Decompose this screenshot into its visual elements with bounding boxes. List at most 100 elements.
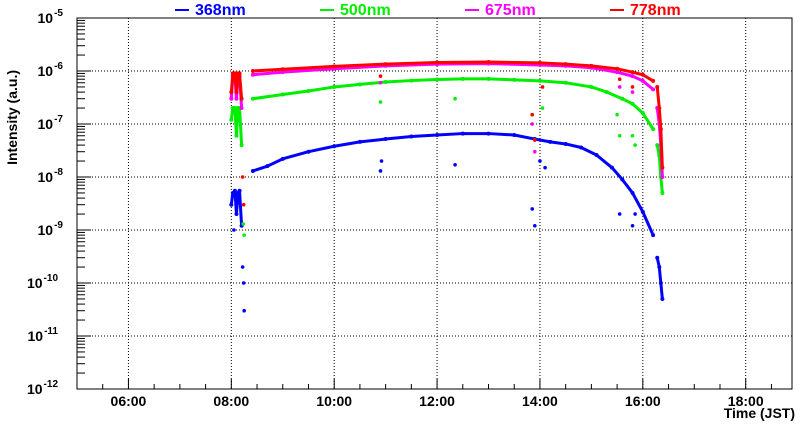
y-tick-exponent: -11 [44, 326, 58, 337]
data-point-368nm [579, 145, 584, 150]
y-tick-exponent: -12 [44, 379, 59, 390]
outlier-point-675nm [533, 149, 537, 154]
y-tick-base: 10 [38, 116, 54, 132]
data-point-500nm [655, 143, 660, 148]
data-point-368nm [486, 131, 491, 136]
series-line-368nm [252, 132, 655, 236]
outlier-point-778nm [630, 85, 635, 89]
outlier-point-500nm [615, 112, 619, 117]
outlier-point-500nm [633, 143, 637, 147]
data-point-500nm [604, 90, 609, 95]
data-point-368nm [620, 177, 625, 182]
data-point-500nm [232, 106, 237, 111]
data-point-368nm [232, 188, 237, 193]
data-point-368nm [640, 209, 645, 214]
data-point-368nm [658, 281, 663, 285]
x-tick-label: 18:00 [728, 393, 764, 409]
series-line-368nm [655, 257, 664, 300]
y-tick-label: 10-10 [27, 273, 58, 291]
data-point-368nm [229, 202, 234, 207]
y-tick-label: 10-11 [28, 326, 59, 344]
data-point-368nm [306, 149, 311, 154]
data-point-500nm [640, 111, 645, 116]
y-tick-exponent: -8 [54, 167, 63, 178]
data-point-500nm [630, 101, 635, 106]
outlier-point-500nm [617, 133, 622, 138]
data-point-778nm [250, 69, 255, 73]
data-point-675nm [651, 87, 656, 92]
legend-label-675nm: 675nm [485, 2, 536, 19]
x-axis-label: Time (JST) [724, 405, 795, 421]
outlier-point-368nm [242, 308, 246, 313]
y-tick-label: 10-6 [38, 61, 64, 79]
y-tick-label: 10-5 [38, 8, 64, 26]
data-point-778nm [640, 72, 645, 77]
x-tick-label: 16:00 [625, 393, 661, 409]
data-point-368nm [280, 156, 285, 161]
data-point-500nm [620, 96, 625, 101]
grid [77, 18, 792, 389]
x-tick-label: 14:00 [522, 393, 558, 409]
outlier-point-500nm [241, 222, 245, 226]
y-tick-exponent: -7 [54, 114, 63, 125]
x-tick-label: 10:00 [316, 393, 352, 409]
y-tick-base: 10 [38, 222, 54, 238]
data-point-778nm [655, 84, 660, 89]
outlier-point-778nm [241, 202, 246, 207]
data-point-500nm [660, 190, 665, 195]
data-point-675nm [229, 96, 234, 101]
data-point-500nm [486, 76, 491, 81]
data-point-368nm [548, 139, 553, 144]
data-point-778nm [232, 71, 237, 76]
data-point-778nm [589, 63, 594, 68]
data-point-368nm [435, 133, 440, 138]
legend-label-368nm: 368nm [195, 2, 246, 19]
data-point-675nm [630, 74, 635, 79]
legend: 368nm 500nm 675nm 778nm [175, 2, 681, 19]
data-point-675nm [239, 106, 244, 111]
series-line-500nm [229, 106, 244, 146]
data-point-778nm [660, 165, 665, 170]
axes: 06:00 08:00 10:00 12:00 14:00 16:00 18:0010-51… [27, 8, 772, 409]
data-point-368nm [609, 165, 614, 170]
data-point-368nm [512, 133, 517, 138]
outlier-point-500nm [378, 100, 383, 104]
data-point-500nm [229, 117, 234, 122]
series-368nm [229, 131, 665, 313]
y-tick-base: 10 [27, 381, 43, 397]
data-point-500nm [512, 77, 517, 82]
legend-label-778nm: 778nm [630, 2, 681, 19]
data-point-778nm [657, 106, 662, 111]
data-point-368nm [630, 190, 635, 195]
data-point-500nm [563, 80, 568, 85]
data-point-368nm [234, 212, 239, 217]
data-point-500nm [250, 96, 255, 101]
data-point-500nm [651, 127, 656, 132]
y-tick-base: 10 [38, 63, 54, 79]
data-points [229, 59, 665, 313]
data-point-368nm [655, 255, 660, 260]
outlier-point-368nm [633, 212, 637, 216]
outlier-point-368nm [543, 165, 547, 170]
data-point-500nm [357, 82, 362, 87]
data-point-675nm [280, 70, 285, 75]
outlier-point-675nm [378, 80, 383, 85]
y-tick-base: 10 [38, 10, 54, 26]
data-point-778nm [383, 62, 388, 67]
data-point-368nm [250, 168, 255, 173]
data-point-368nm [409, 134, 414, 139]
outlier-point-778nm [240, 175, 245, 179]
x-tick-label: 06:00 [111, 393, 147, 409]
outlier-point-368nm [378, 169, 383, 173]
outlier-point-368nm [533, 224, 537, 228]
outlier-point-368nm [232, 228, 236, 232]
x-tick-label: 12:00 [419, 393, 455, 409]
outlier-point-368nm [240, 265, 245, 269]
data-point-500nm [280, 92, 285, 97]
plot-frame [76, 17, 793, 390]
data-point-675nm [660, 175, 665, 179]
data-point-368nm [460, 131, 465, 136]
series-778nm [229, 59, 665, 207]
data-point-500nm [435, 77, 440, 82]
